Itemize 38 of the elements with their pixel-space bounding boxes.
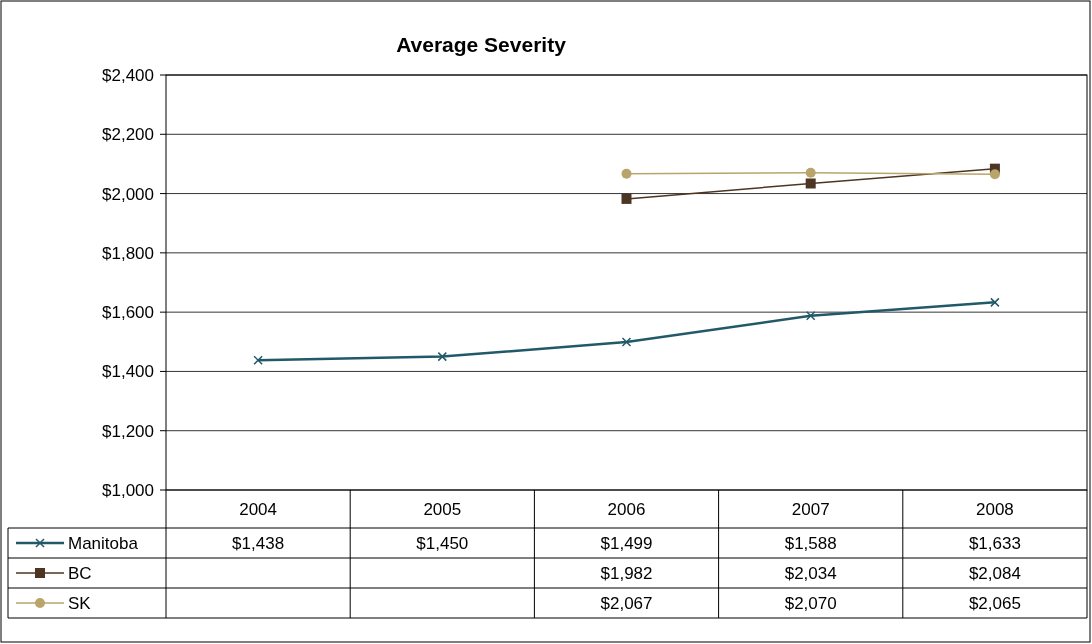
data-label: $1,588 (784, 533, 837, 553)
x-tick-label: 2004 (239, 499, 278, 519)
data-label: $1,982 (600, 563, 653, 583)
y-tick-label: $1,200 (102, 421, 154, 441)
data-label: $2,034 (784, 563, 837, 583)
data-label: $1,438 (232, 533, 285, 553)
data-label: $2,067 (600, 593, 653, 613)
y-tick-label: $1,400 (102, 362, 154, 382)
point (990, 297, 1000, 308)
point (805, 310, 816, 321)
x-tick-label: 2005 (423, 499, 462, 519)
legend-label: BC (68, 563, 92, 583)
point (805, 178, 816, 189)
point (621, 337, 632, 347)
x-tick-label: 2008 (975, 499, 1014, 519)
data-label: $1,499 (600, 533, 653, 553)
data-label: $2,070 (784, 593, 837, 613)
point (621, 193, 632, 204)
point (253, 355, 263, 365)
x-tick-label: 2006 (607, 499, 646, 519)
legend-label: SK (68, 593, 92, 613)
y-tick-label: $1,600 (102, 303, 154, 323)
data-label: $1,633 (968, 533, 1021, 553)
point (437, 351, 448, 362)
data-label: $2,065 (968, 593, 1021, 613)
y-tick-label: $1,800 (102, 243, 154, 263)
y-tick-label: $1,000 (102, 480, 154, 500)
y-tick-label: $2,400 (102, 65, 154, 85)
legend-label: Manitoba (68, 533, 139, 553)
chart-title: Average Severity (396, 33, 567, 56)
data-label: $1,450 (416, 533, 469, 553)
y-tick-label: $2,200 (102, 125, 154, 145)
point (621, 168, 632, 179)
point (989, 169, 1000, 180)
y-tick-label: $2,000 (102, 184, 154, 204)
x-tick-label: 2007 (791, 499, 830, 519)
point (805, 167, 816, 178)
data-label: $2,084 (968, 563, 1021, 583)
